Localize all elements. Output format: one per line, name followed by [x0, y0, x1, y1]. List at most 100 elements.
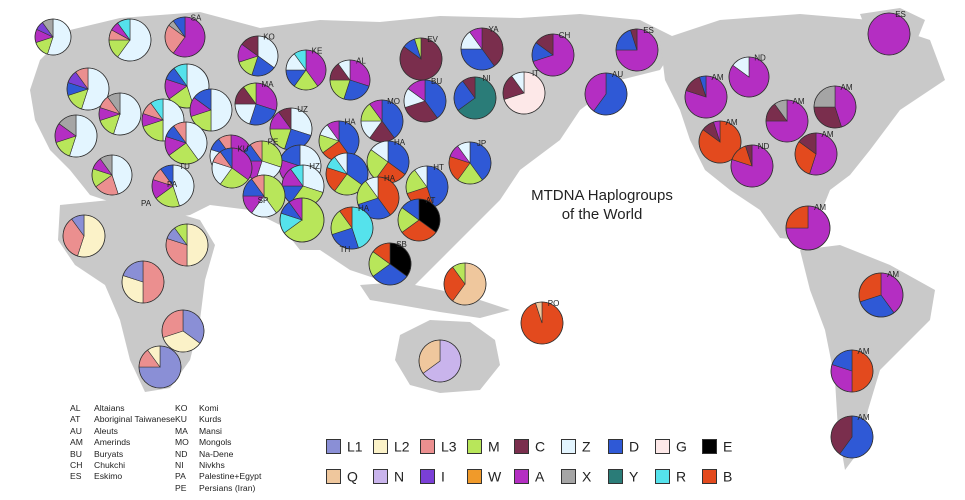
pie-label-ni: NI [483, 74, 491, 83]
key-code: CH [70, 459, 83, 470]
legend-swatch [702, 438, 717, 454]
pie-outline [615, 28, 659, 72]
pie-label-ke: KE [312, 47, 323, 56]
pie-outline [453, 76, 497, 120]
legend-item-l2: L2 [373, 436, 410, 454]
pie-outline [62, 214, 106, 258]
pie-label-ev: EV [427, 35, 438, 44]
legend-swatch [561, 438, 576, 454]
pie-label-po: PO [548, 299, 560, 308]
pie-label-bu: BU [431, 77, 442, 86]
pie-am-28 [698, 120, 742, 164]
legend-item-i: I [420, 466, 445, 484]
legend-swatch [608, 468, 623, 484]
legend-label: E [723, 438, 733, 455]
pie-outline [448, 141, 492, 185]
legend-item-e: E [702, 436, 732, 454]
pie-am-56 [785, 205, 831, 251]
pie-at-51 [397, 198, 441, 242]
legend-label: A [535, 468, 545, 485]
pie-unlabeled-53 [165, 223, 209, 267]
pie-label-pa: PA [141, 199, 152, 208]
pie-outline [138, 345, 182, 389]
pie-outline [531, 33, 575, 77]
pie-al-13 [329, 59, 371, 101]
pie-outline [121, 260, 165, 304]
indonesia-landmass [360, 282, 510, 318]
pie-unlabeled-17 [189, 88, 233, 132]
pie-outline [698, 120, 742, 164]
pie-am-27 [813, 85, 857, 129]
pie-outline [279, 197, 325, 243]
pie-outline [368, 242, 412, 286]
legend-item-m: M [467, 436, 500, 454]
pie-label-ch: CH [559, 31, 571, 40]
pie-outline [765, 99, 809, 143]
legend-swatch [655, 438, 670, 454]
legend-label: D [629, 438, 640, 455]
pie-unlabeled-1 [34, 18, 72, 56]
pie-outline [397, 198, 441, 242]
key-name: Chukchi [94, 459, 126, 470]
legend-item-n: N [373, 466, 404, 484]
pie-outline [502, 71, 546, 115]
legend-label: L1 [347, 438, 363, 455]
key-code: ES [70, 471, 82, 482]
pie-unlabeled-15 [98, 92, 142, 136]
pie-tu-39 [151, 164, 195, 208]
legend-label: B [723, 468, 733, 485]
key-name: Amerinds [94, 437, 131, 448]
pie-outline [443, 262, 487, 306]
pie-outline [285, 49, 327, 91]
key-code: AT [70, 414, 81, 425]
legend-item-b: B [702, 466, 732, 484]
pie-unlabeled-31 [164, 121, 208, 165]
pie-unlabeled-57 [121, 260, 165, 304]
pie-outline [329, 59, 371, 101]
title-line-1: MTDNA Haplogroups [531, 187, 673, 204]
legend-item-d: D [608, 436, 639, 454]
legend-swatch [420, 438, 435, 454]
pie-unlabeled-18 [54, 114, 98, 158]
pie-outline [98, 92, 142, 136]
pie-ha-50 [330, 206, 374, 250]
pie-outline [330, 206, 374, 250]
key-code: ND [175, 448, 188, 459]
pie-label-ha: HA [358, 204, 370, 213]
legend-swatch [467, 468, 482, 484]
key-code: PA [175, 471, 186, 482]
pie-label-am: AM [841, 83, 853, 92]
legend-swatch [608, 438, 623, 454]
pie-unlabeled-58 [443, 262, 487, 306]
pie-unlabeled-38 [91, 154, 133, 196]
key-row-pa: PA Palestine+Egypt [175, 471, 261, 482]
pie-ko-3 [237, 35, 279, 77]
legend-label: N [394, 468, 405, 485]
key-name: Na-Dene [199, 448, 234, 459]
pie-label-es: ES [895, 10, 906, 19]
pie-unlabeled-52 [62, 214, 106, 258]
pie-am-26 [765, 99, 809, 143]
legend-item-g: G [655, 436, 687, 454]
key-row-ni: NI Nivkhs [175, 460, 261, 471]
pie-unlabeled-11 [164, 63, 210, 109]
pie-outline [684, 75, 728, 119]
key-code: NI [175, 459, 184, 470]
pie-label-nd: ND [758, 142, 770, 151]
pie-unlabeled-43 [242, 174, 286, 218]
pie-outline [237, 35, 279, 77]
pie-ha-35 [366, 140, 410, 184]
legend-item-c: C [514, 436, 545, 454]
pie-outline [403, 79, 447, 123]
pie-label-am: AM [822, 130, 834, 139]
pie-ni-22 [453, 76, 497, 120]
pie-label-ya: YA [489, 25, 500, 34]
legend-label: Y [629, 468, 639, 485]
legend-item-z: Z [561, 436, 591, 454]
legend-label: C [535, 438, 546, 455]
pie-label-am: AM [712, 73, 724, 82]
pie-outline [164, 16, 206, 58]
pie-outline [794, 132, 838, 176]
legend-item-x: X [561, 466, 591, 484]
haplogroup-legend: L1 L2 L3 M C Z D G E Q N I W A X Y R B [326, 436, 746, 496]
